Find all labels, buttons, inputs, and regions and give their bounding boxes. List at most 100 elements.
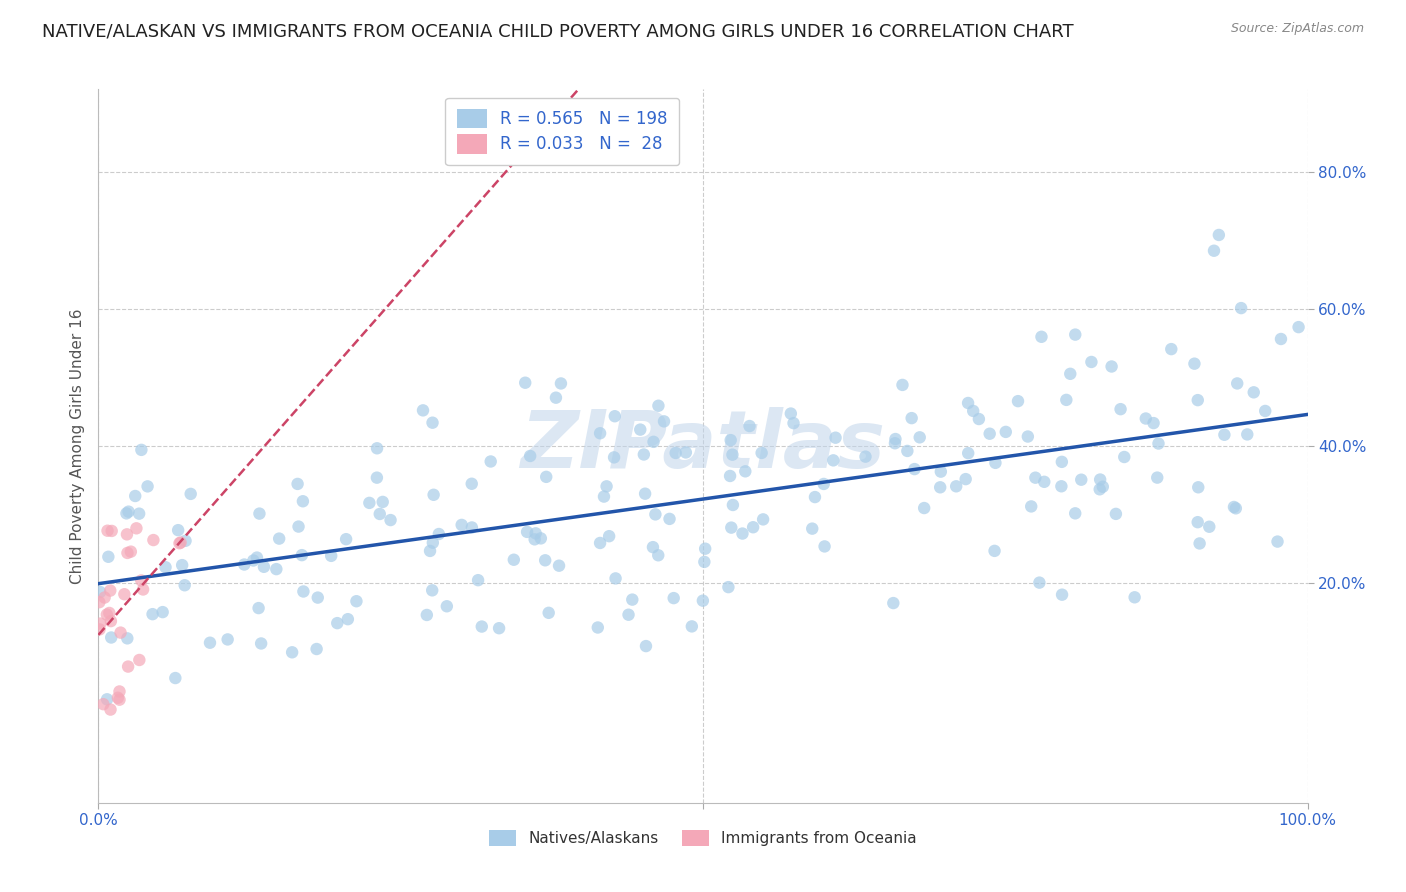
Point bbox=[647, 549, 669, 563]
Point bbox=[519, 449, 541, 463]
Point bbox=[957, 396, 980, 410]
Point bbox=[742, 520, 765, 534]
Point bbox=[605, 571, 627, 585]
Point bbox=[233, 558, 256, 572]
Point bbox=[142, 533, 165, 547]
Point bbox=[467, 573, 489, 587]
Point bbox=[1146, 470, 1168, 484]
Point bbox=[1031, 330, 1053, 344]
Text: NATIVE/ALASKAN VS IMMIGRANTS FROM OCEANIA CHILD POVERTY AMONG GIRLS UNDER 16 COR: NATIVE/ALASKAN VS IMMIGRANTS FROM OCEANI… bbox=[42, 22, 1074, 40]
Point bbox=[1198, 520, 1220, 534]
Point bbox=[967, 412, 990, 426]
Point bbox=[595, 479, 617, 493]
Point bbox=[804, 490, 827, 504]
Point bbox=[603, 450, 626, 465]
Point bbox=[1226, 376, 1249, 391]
Point bbox=[1267, 534, 1289, 549]
Point bbox=[1123, 591, 1146, 605]
Point bbox=[131, 442, 153, 457]
Point bbox=[366, 442, 388, 456]
Point bbox=[1091, 480, 1114, 494]
Point bbox=[662, 591, 685, 606]
Point bbox=[647, 399, 669, 413]
Point bbox=[173, 578, 195, 592]
Point bbox=[198, 636, 221, 650]
Point bbox=[589, 536, 612, 550]
Point bbox=[96, 692, 118, 706]
Point bbox=[1050, 588, 1073, 602]
Point bbox=[115, 507, 138, 521]
Point bbox=[945, 479, 967, 493]
Point bbox=[305, 642, 328, 657]
Point bbox=[884, 436, 907, 450]
Point bbox=[128, 507, 150, 521]
Y-axis label: Child Poverty Among Girls Under 16: Child Poverty Among Girls Under 16 bbox=[69, 309, 84, 583]
Point bbox=[955, 472, 977, 486]
Point bbox=[169, 535, 191, 549]
Point bbox=[524, 526, 547, 541]
Point bbox=[1109, 402, 1132, 417]
Point bbox=[359, 496, 381, 510]
Point bbox=[335, 532, 357, 546]
Point bbox=[929, 465, 952, 479]
Text: ZIPatlas: ZIPatlas bbox=[520, 407, 886, 485]
Point bbox=[884, 432, 907, 446]
Point bbox=[108, 692, 131, 706]
Point bbox=[882, 596, 904, 610]
Point bbox=[855, 450, 877, 464]
Point bbox=[693, 555, 716, 569]
Point bbox=[326, 616, 349, 631]
Point bbox=[1135, 411, 1157, 425]
Point bbox=[1105, 507, 1128, 521]
Point bbox=[117, 546, 139, 560]
Point bbox=[128, 653, 150, 667]
Point bbox=[652, 414, 675, 428]
Point bbox=[152, 605, 174, 619]
Point bbox=[132, 582, 155, 597]
Point bbox=[912, 501, 935, 516]
Point bbox=[120, 544, 142, 558]
Point bbox=[717, 580, 740, 594]
Point bbox=[129, 574, 152, 588]
Point bbox=[96, 607, 118, 622]
Point bbox=[681, 619, 703, 633]
Point bbox=[1184, 357, 1206, 371]
Point bbox=[1054, 392, 1077, 407]
Point bbox=[461, 476, 484, 491]
Point bbox=[1050, 479, 1073, 493]
Point bbox=[643, 434, 665, 449]
Point bbox=[534, 553, 557, 567]
Point bbox=[1160, 342, 1182, 356]
Point bbox=[89, 595, 111, 609]
Point bbox=[100, 631, 122, 645]
Point bbox=[1230, 301, 1253, 315]
Point bbox=[1088, 483, 1111, 497]
Point bbox=[962, 404, 984, 418]
Point bbox=[1050, 455, 1073, 469]
Point bbox=[336, 612, 359, 626]
Point bbox=[371, 495, 394, 509]
Point bbox=[1243, 385, 1265, 400]
Point bbox=[929, 480, 952, 494]
Point bbox=[321, 549, 343, 563]
Point bbox=[692, 593, 714, 607]
Point bbox=[984, 456, 1007, 470]
Point bbox=[603, 409, 626, 424]
Point bbox=[634, 639, 657, 653]
Point bbox=[174, 533, 197, 548]
Point bbox=[488, 621, 510, 635]
Point bbox=[380, 513, 402, 527]
Point bbox=[957, 446, 980, 460]
Point bbox=[891, 378, 914, 392]
Text: Source: ZipAtlas.com: Source: ZipAtlas.com bbox=[1230, 22, 1364, 36]
Point bbox=[419, 544, 441, 558]
Point bbox=[1236, 427, 1258, 442]
Point bbox=[593, 490, 616, 504]
Point bbox=[471, 619, 494, 633]
Point bbox=[1187, 393, 1209, 408]
Point bbox=[1187, 480, 1209, 494]
Point bbox=[824, 431, 846, 445]
Point bbox=[530, 532, 553, 546]
Point bbox=[100, 702, 122, 716]
Point bbox=[1225, 501, 1247, 516]
